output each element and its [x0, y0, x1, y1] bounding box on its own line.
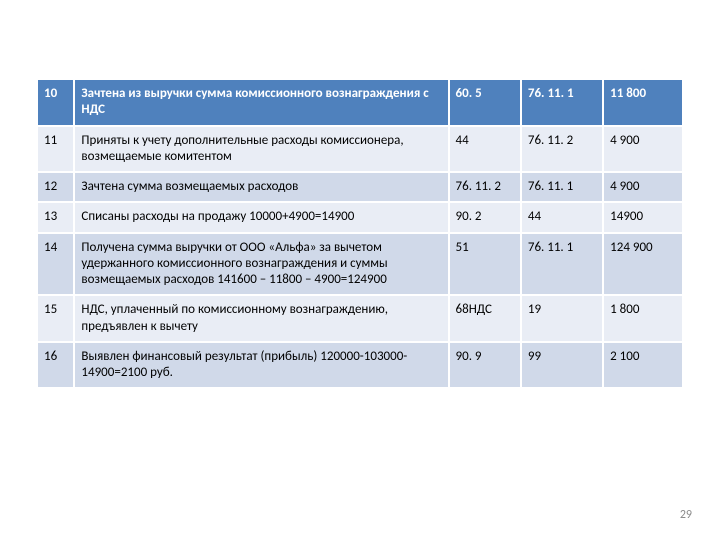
cell-c3: 76. 11. 1 — [521, 233, 603, 296]
table-row: 16Выявлен финансовый результат (прибыль)… — [37, 342, 683, 389]
cell-c4: 4 900 — [603, 126, 683, 173]
cell-c1: Зачтена сумма возмещаемых расходов — [74, 172, 448, 202]
cell-c3: 99 — [521, 342, 603, 389]
cell-c2: 90. 9 — [449, 342, 521, 389]
cell-c3: 76. 11. 2 — [521, 126, 603, 173]
cell-c1: Приняты к учету дополнительные расходы к… — [74, 126, 448, 173]
cell-c4: 14900 — [603, 202, 683, 232]
table-row: 13Списаны расходы на продажу 10000+4900=… — [37, 202, 683, 232]
cell-c4: 11 800 — [603, 79, 683, 126]
table-row: 11Приняты к учету дополнительные расходы… — [37, 126, 683, 173]
cell-c0: 16 — [37, 342, 74, 389]
cell-c1: Выявлен финансовый результат (прибыль) 1… — [74, 342, 448, 389]
cell-c0: 15 — [37, 295, 74, 342]
cell-c3: 76. 11. 1 — [521, 79, 603, 126]
cell-c0: 14 — [37, 233, 74, 296]
page-number: 29 — [680, 508, 692, 522]
cell-c4: 124 900 — [603, 233, 683, 296]
cell-c0: 12 — [37, 172, 74, 202]
cell-c1: Списаны расходы на продажу 10000+4900=14… — [74, 202, 448, 232]
cell-c0: 13 — [37, 202, 74, 232]
cell-c3: 76. 11. 1 — [521, 172, 603, 202]
table-row: 10Зачтена из выручки сумма комиссионного… — [37, 79, 683, 126]
cell-c4: 1 800 — [603, 295, 683, 342]
table-row: 14Получена сумма выручки от ООО «Альфа» … — [37, 233, 683, 296]
cell-c1: НДС, уплаченный по комиссионному вознагр… — [74, 295, 448, 342]
cell-c4: 2 100 — [603, 342, 683, 389]
cell-c2: 90. 2 — [449, 202, 521, 232]
table-row: 15НДС, уплаченный по комиссионному возна… — [37, 295, 683, 342]
slide: 10Зачтена из выручки сумма комиссионного… — [0, 0, 720, 540]
cell-c0: 10 — [37, 79, 74, 126]
table-row: 12Зачтена сумма возмещаемых расходов76. … — [37, 172, 683, 202]
cell-c2: 68НДС — [449, 295, 521, 342]
cell-c2: 76. 11. 2 — [449, 172, 521, 202]
cell-c3: 44 — [521, 202, 603, 232]
cell-c1: Зачтена из выручки сумма комиссионного в… — [74, 79, 448, 126]
cell-c4: 4 900 — [603, 172, 683, 202]
cell-c2: 44 — [449, 126, 521, 173]
accounting-table: 10Зачтена из выручки сумма комиссионного… — [36, 78, 684, 389]
cell-c0: 11 — [37, 126, 74, 173]
table-body: 10Зачтена из выручки сумма комиссионного… — [37, 79, 683, 388]
cell-c1: Получена сумма выручки от ООО «Альфа» за… — [74, 233, 448, 296]
cell-c2: 51 — [449, 233, 521, 296]
cell-c3: 19 — [521, 295, 603, 342]
cell-c2: 60. 5 — [449, 79, 521, 126]
